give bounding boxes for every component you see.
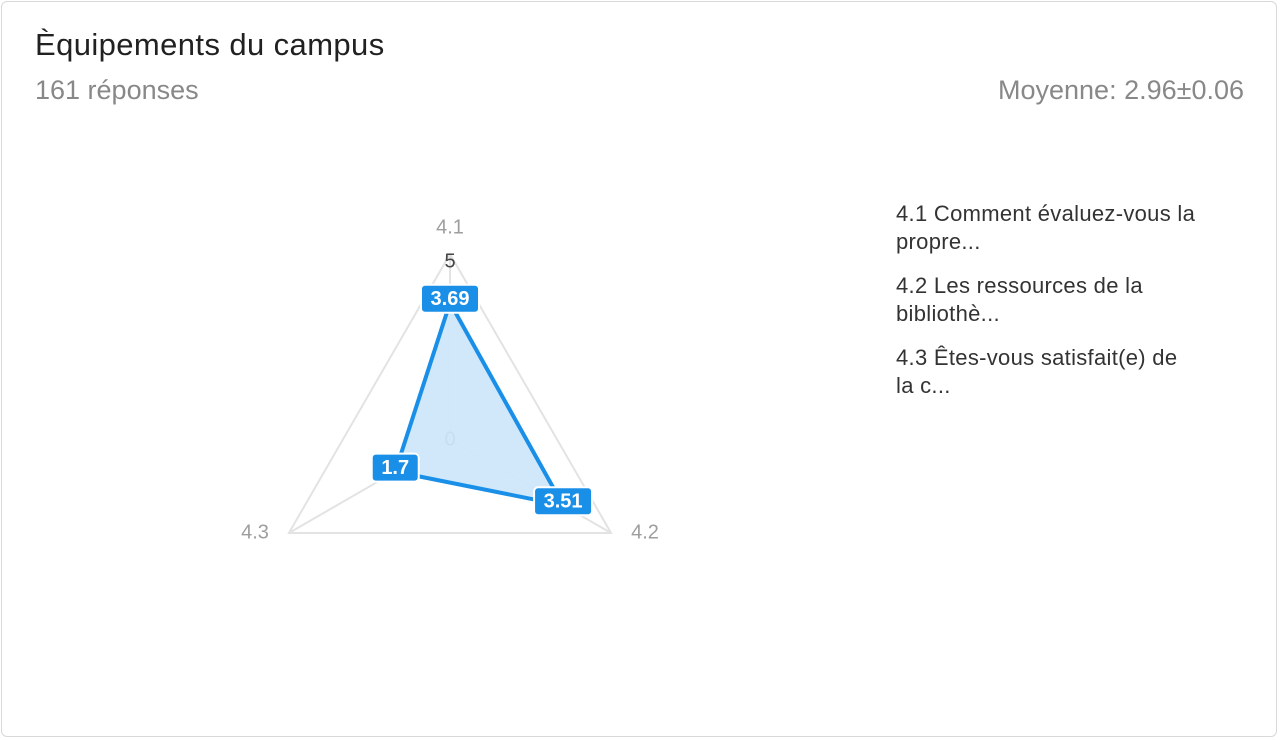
data-label-4.3: 1.7	[381, 457, 409, 479]
legend-item-4-1: 4.1 Comment évaluez-vous la propre...	[896, 201, 1196, 254]
mean-score: Moyenne: 2.96±0.06	[998, 75, 1244, 105]
axis-label-1: 4.1	[436, 216, 464, 238]
chart-title: Èquipements du campus	[35, 27, 385, 62]
radar-grid-outer	[287, 252, 613, 534]
data-label-4.1: 3.69	[431, 288, 470, 310]
data-label-bg-4.2	[533, 486, 594, 517]
radar-series-area	[393, 300, 566, 508]
data-label-4.2: 3.51	[544, 491, 583, 513]
response-count: 161 réponses	[35, 75, 199, 105]
data-label-bg-4.1	[420, 283, 480, 314]
data-label-bg-4.3	[370, 452, 420, 483]
tick-label-max: 5	[444, 250, 455, 272]
axis-label-3: 4.3	[241, 521, 269, 543]
legend-item-4-2: 4.2 Les ressources de la bibliothè...	[896, 273, 1143, 326]
axis-label-2: 4.2	[631, 521, 659, 543]
chart-legend: 4.1 Comment évaluez-vous la propre... 4.…	[896, 200, 1196, 416]
legend-item-4-3: 4.3 Êtes-vous satisfait(e) de la c...	[896, 345, 1178, 398]
